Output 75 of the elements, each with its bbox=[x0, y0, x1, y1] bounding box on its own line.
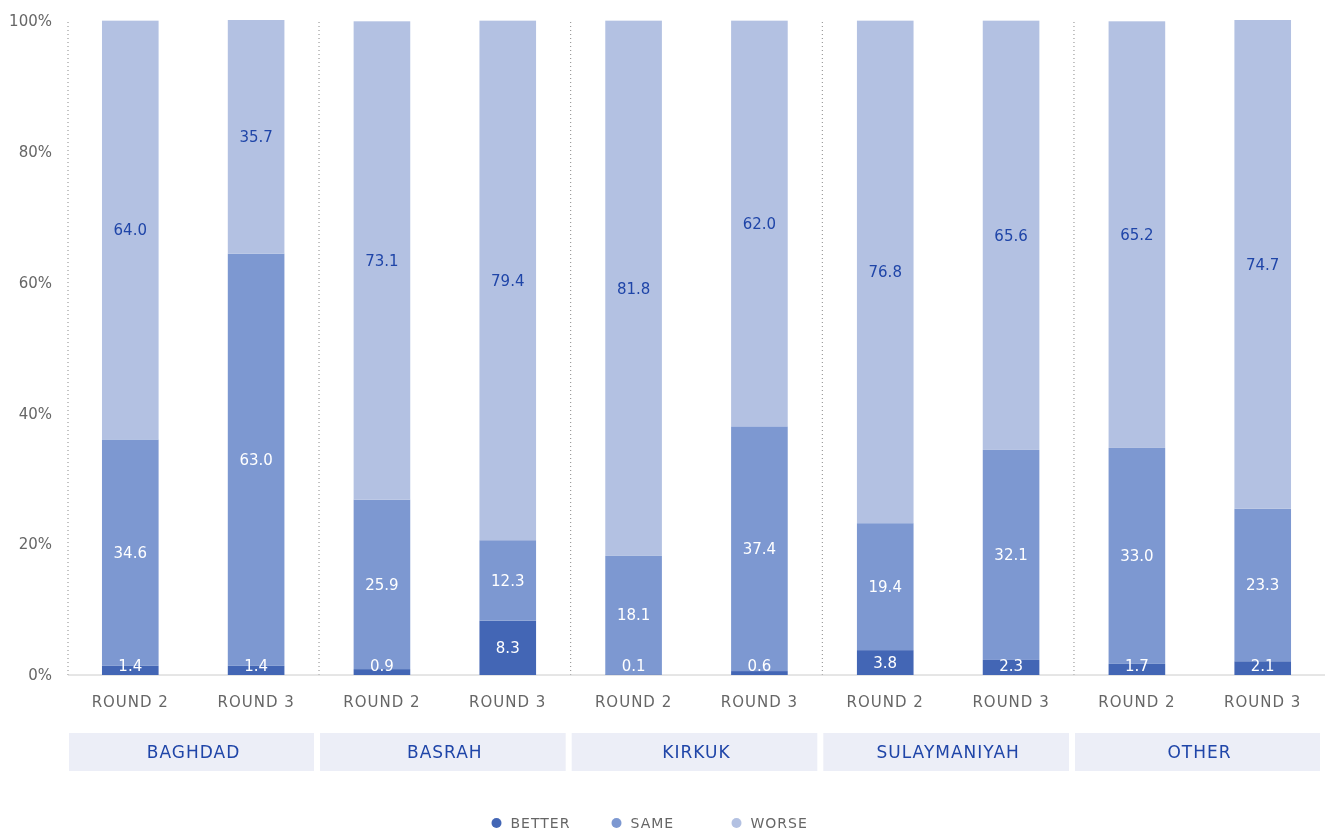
bar bbox=[353, 21, 411, 500]
data-label: 0.6 bbox=[747, 657, 772, 676]
data-label: 3.8 bbox=[873, 653, 898, 672]
bar bbox=[856, 650, 914, 675]
bar bbox=[1108, 21, 1166, 448]
y-tick-label: 100% bbox=[9, 11, 52, 30]
x-tick-label: ROUND 2 bbox=[594, 693, 673, 712]
data-label: 0.9 bbox=[370, 657, 394, 676]
bar bbox=[227, 20, 285, 254]
data-label: 81.8 bbox=[616, 279, 651, 298]
x-tick-label: ROUND 3 bbox=[469, 693, 547, 712]
y-tick-label: 40% bbox=[18, 404, 52, 423]
bar bbox=[479, 620, 537, 675]
bar bbox=[731, 426, 788, 672]
bar bbox=[479, 20, 537, 541]
text: KIRKUK bbox=[662, 741, 731, 762]
data-label: 23.3 bbox=[1246, 576, 1280, 595]
bar bbox=[353, 669, 411, 675]
data-label: 33.0 bbox=[1120, 547, 1154, 566]
data-label: 32.1 bbox=[994, 546, 1028, 565]
data-label: 64.0 bbox=[113, 221, 147, 240]
legend-label: BETTER bbox=[510, 814, 571, 831]
data-label: 79.4 bbox=[491, 271, 525, 290]
data-label: 73.1 bbox=[365, 251, 399, 270]
data-label: 0.1 bbox=[621, 657, 646, 676]
data-label: 65.6 bbox=[994, 226, 1028, 245]
bar bbox=[353, 499, 411, 670]
bar bbox=[1234, 661, 1292, 675]
legend-label: SAME bbox=[630, 814, 675, 831]
x-tick-label: ROUND 3 bbox=[720, 693, 799, 712]
data-label: 76.8 bbox=[868, 263, 902, 282]
data-label: 62.0 bbox=[742, 214, 777, 233]
bar bbox=[856, 20, 914, 524]
y-tick-label: 60% bbox=[18, 273, 52, 292]
bar bbox=[605, 20, 662, 556]
data-label: 19.4 bbox=[868, 577, 902, 596]
data-label: 8.3 bbox=[495, 639, 520, 658]
data-label: 12.3 bbox=[491, 571, 525, 590]
y-tick-label: 0% bbox=[28, 666, 52, 685]
text: BASRAH bbox=[407, 741, 483, 762]
x-tick-label: ROUND 3 bbox=[1224, 693, 1302, 712]
data-label: 34.6 bbox=[113, 543, 147, 562]
data-label: 2.1 bbox=[1250, 657, 1275, 676]
x-tick-label: ROUND 3 bbox=[217, 693, 295, 712]
y-tick-label: 80% bbox=[18, 142, 52, 161]
bar bbox=[856, 523, 914, 651]
bar bbox=[101, 20, 159, 440]
bar bbox=[982, 449, 1040, 660]
bar bbox=[731, 20, 788, 427]
data-label: 25.9 bbox=[365, 575, 399, 594]
bar bbox=[731, 671, 788, 675]
data-label: 35.7 bbox=[239, 128, 273, 147]
text: OTHER bbox=[1167, 741, 1232, 762]
x-tick-label: ROUND 2 bbox=[1098, 693, 1176, 712]
bar bbox=[982, 20, 1040, 450]
bar bbox=[605, 555, 662, 675]
data-label: 1.4 bbox=[118, 657, 143, 676]
data-label: 63.0 bbox=[239, 450, 273, 469]
bar bbox=[1234, 20, 1292, 509]
x-tick-label: ROUND 3 bbox=[972, 693, 1050, 712]
x-tick-label: ROUND 2 bbox=[343, 693, 421, 712]
x-tick-label: ROUND 2 bbox=[91, 693, 169, 712]
bar bbox=[479, 540, 537, 621]
data-label: 65.2 bbox=[1120, 225, 1154, 244]
x-tick-label: ROUND 2 bbox=[846, 693, 924, 712]
data-label: 1.7 bbox=[1124, 657, 1149, 676]
text: SULAYMANIYAH bbox=[876, 741, 1020, 762]
data-label: 74.7 bbox=[1246, 255, 1280, 274]
data-label: 37.4 bbox=[742, 539, 777, 558]
text: BAGHDAD bbox=[146, 741, 241, 762]
data-label: 1.4 bbox=[244, 657, 269, 676]
legend-label: WORSE bbox=[750, 814, 808, 831]
data-label: 2.3 bbox=[999, 657, 1023, 676]
data-label: 18.1 bbox=[616, 606, 651, 625]
y-tick-label: 20% bbox=[18, 535, 52, 554]
